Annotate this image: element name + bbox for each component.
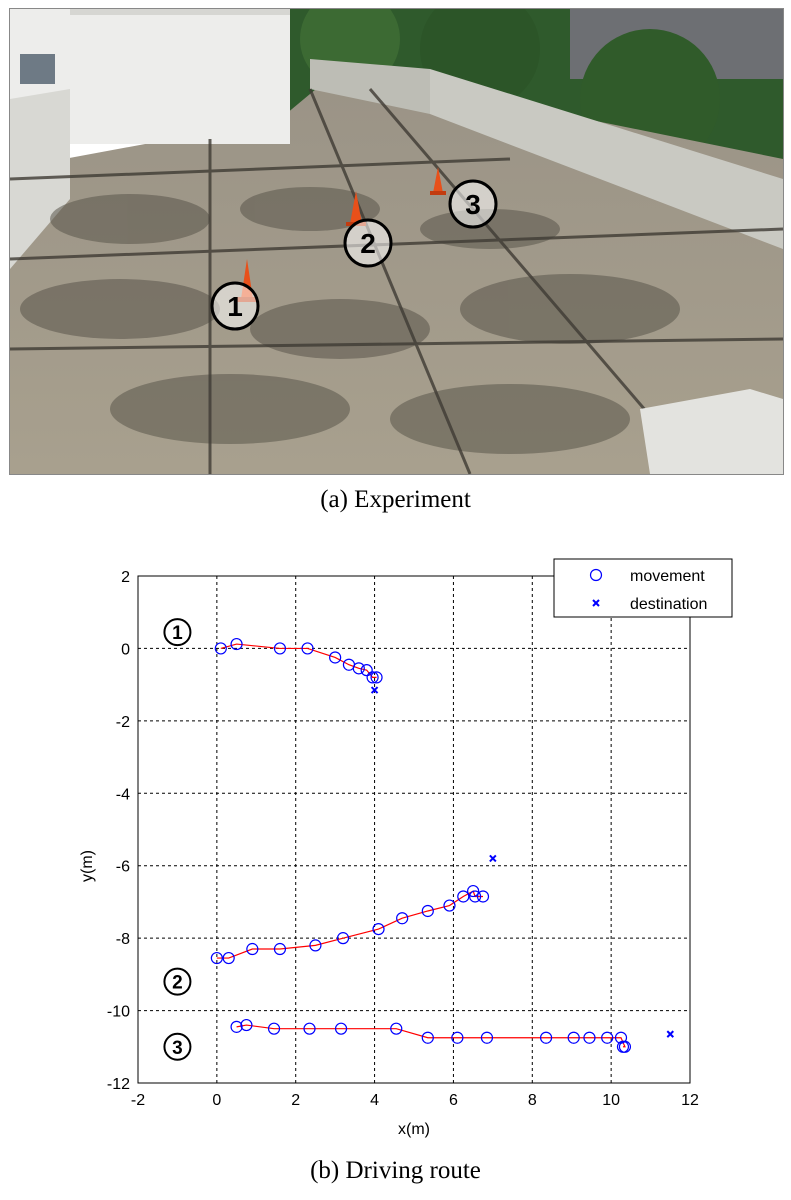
movement-point <box>309 939 322 952</box>
movement-point <box>451 1031 464 1044</box>
movement-point <box>390 1022 403 1035</box>
svg-text:1: 1 <box>227 291 243 322</box>
movement-point <box>352 662 365 675</box>
vent-box <box>640 389 783 474</box>
movement-point <box>539 1031 553 1044</box>
y-tick-label: 0 <box>121 641 130 658</box>
plot-frame <box>137 575 691 1084</box>
x-tick-label: -2 <box>131 1092 145 1109</box>
y-tick-label: -12 <box>107 1076 130 1093</box>
x-tick-label: 0 <box>212 1092 221 1109</box>
marker-3: 3 <box>448 179 498 229</box>
svg-text:2: 2 <box>172 973 183 994</box>
destination-point <box>666 1030 674 1038</box>
movement-point <box>336 932 350 945</box>
movement-point <box>214 642 227 655</box>
movement-point <box>421 904 434 918</box>
marker-2: 2 <box>343 218 393 268</box>
movement-point <box>370 671 383 684</box>
experiment-photo: 1 2 3 <box>9 8 784 475</box>
movement-point <box>457 890 470 903</box>
svg-text:1: 1 <box>172 623 183 644</box>
chart-series <box>210 637 674 1053</box>
chart-legend: movement destination <box>553 558 733 618</box>
movement-point <box>469 890 482 903</box>
route-line-3 <box>236 1024 626 1048</box>
legend-destination-label: destination <box>630 596 707 613</box>
movement-point <box>230 637 243 651</box>
movement-point <box>267 1022 281 1035</box>
movement-point <box>421 1031 434 1044</box>
destination-point <box>489 854 497 863</box>
chart-axes <box>137 575 691 1084</box>
caption-driving-route: (b) Driving route <box>310 1157 481 1184</box>
movement-point <box>240 1018 253 1032</box>
y-tick-label: -6 <box>116 859 130 876</box>
parapet-wall <box>430 69 783 249</box>
x-tick-label: 8 <box>528 1092 537 1109</box>
movement-point <box>230 1020 243 1033</box>
movement-point <box>372 922 385 936</box>
svg-text:2: 2 <box>360 228 376 259</box>
y-tick-label: -2 <box>116 714 130 731</box>
x-tick-label: 2 <box>291 1092 300 1109</box>
legend-movement-label: movement <box>630 568 705 585</box>
marker-1: 1 <box>210 281 260 331</box>
x-tick-label: 12 <box>681 1092 699 1109</box>
route-line-2 <box>216 890 483 959</box>
movement-point <box>222 951 235 965</box>
legend-movement-marker <box>589 568 603 582</box>
y-tick-label: -4 <box>116 786 130 803</box>
movement-point <box>273 942 287 956</box>
movement-point <box>301 642 314 655</box>
movement-point <box>303 1022 316 1035</box>
movement-point <box>480 1031 494 1044</box>
movement-point <box>246 942 259 956</box>
movement-point <box>210 951 223 965</box>
x-axis-label: x(m) <box>398 1121 430 1138</box>
rooftop-scene: 1 2 3 <box>10 9 783 474</box>
cone-3-icon <box>430 167 446 195</box>
movement-point <box>616 1040 630 1053</box>
movement-point <box>334 1022 348 1035</box>
route-annotation-3: 3 <box>163 1032 192 1061</box>
x-tick-label: 4 <box>370 1092 379 1109</box>
destination-point <box>370 686 379 694</box>
y-tick-label: 2 <box>121 569 130 586</box>
legend-box <box>553 558 733 618</box>
movement-point <box>443 899 456 912</box>
chart-annotations: 1 2 3 <box>163 618 192 1061</box>
svg-text:3: 3 <box>465 189 481 220</box>
y-axis-label: y(m) <box>79 850 96 882</box>
movement-point <box>601 1031 614 1044</box>
x-tick-label: 10 <box>602 1092 620 1109</box>
caption-experiment: (a) Experiment <box>320 486 471 513</box>
movement-point <box>273 642 287 655</box>
route-annotation-2: 2 <box>163 967 192 996</box>
movement-point <box>396 912 409 925</box>
route-line-1 <box>220 643 377 678</box>
movement-point <box>329 651 342 664</box>
route-annotation-1: 1 <box>163 618 192 647</box>
chart-grid <box>138 576 690 1083</box>
movement-point <box>476 890 490 903</box>
svg-text:3: 3 <box>172 1038 183 1059</box>
movement-point <box>567 1031 580 1044</box>
movement-point <box>360 664 373 677</box>
movement-point <box>366 671 379 684</box>
movement-point <box>467 884 480 898</box>
x-tick-label: 6 <box>449 1092 458 1109</box>
legend-destination-marker <box>592 599 600 607</box>
movement-point <box>583 1031 596 1044</box>
y-tick-label: -10 <box>107 1004 130 1021</box>
y-tick-label: -8 <box>116 931 130 948</box>
